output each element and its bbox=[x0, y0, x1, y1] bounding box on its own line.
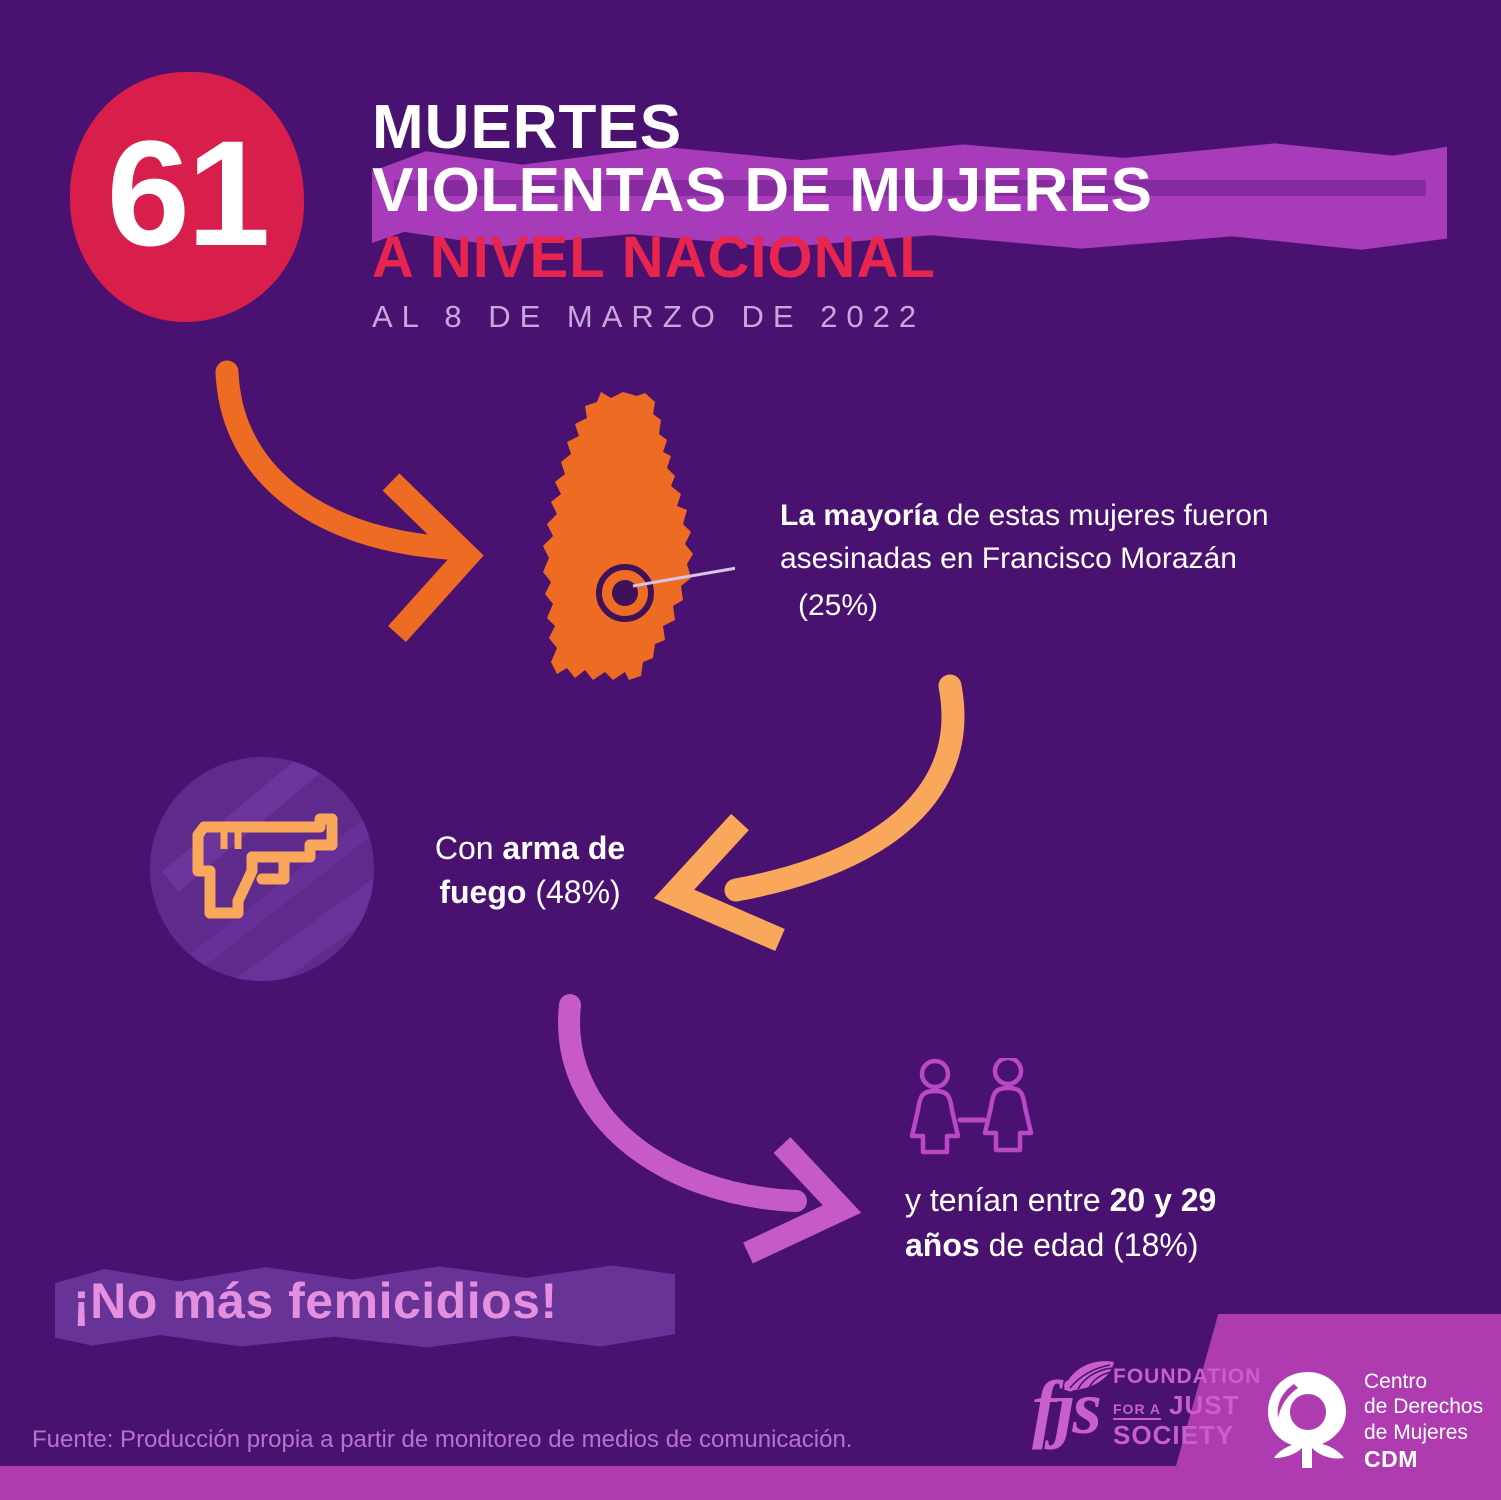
region-stat: La mayoría de estas mujeres fueron asesi… bbox=[780, 495, 1430, 628]
count-value: 61 bbox=[106, 109, 271, 277]
source-note: Fuente: Producción propia a partir de mo… bbox=[32, 1426, 853, 1453]
fjs-leaf-icon bbox=[1064, 1361, 1114, 1391]
cdm-line-2: de Derechos bbox=[1364, 1395, 1484, 1419]
weapon-badge-circle bbox=[150, 757, 374, 981]
title-line-1: MUERTES bbox=[372, 93, 683, 162]
fjs-tagline-line1: FOUNDATION bbox=[1113, 1364, 1262, 1388]
map-shape bbox=[505, 390, 784, 690]
region-stat-percent: (25%) bbox=[780, 586, 900, 628]
weapon-stat-bold: arma de fuego bbox=[439, 830, 626, 911]
age-stat-range: 20 y 29 bbox=[1109, 1182, 1217, 1218]
slogan-text: ¡No más femicidios! bbox=[73, 1273, 558, 1329]
region-stat-highlight: asesinadas en Francisco Morazán bbox=[780, 541, 1237, 575]
slogan-brush-stroke bbox=[55, 1265, 675, 1348]
cdm-line-3: de Mujeres bbox=[1364, 1420, 1468, 1444]
two-women-icon bbox=[909, 1058, 1034, 1155]
slogan-block: ¡No más femicidios! bbox=[55, 1262, 675, 1352]
cdm-abbr: CDM bbox=[1364, 1446, 1418, 1473]
cdm-line-1: Centro bbox=[1364, 1369, 1428, 1393]
handgun-icon bbox=[192, 813, 338, 919]
age-stat-unit: años bbox=[905, 1226, 980, 1263]
age-stat: y tenían entre 20 y 29 años de edad (18%… bbox=[905, 1178, 1325, 1268]
count-badge: 61 bbox=[70, 72, 304, 322]
age-stat-prefix: y tenían entre bbox=[905, 1182, 1110, 1218]
region-stat-lead: La mayoría bbox=[780, 499, 939, 532]
fjs-tagline-line3: SOCIETY bbox=[1113, 1420, 1235, 1451]
arrow-to-map-icon bbox=[215, 360, 484, 643]
weapon-stat: Con arma de fuego (48%) bbox=[400, 826, 660, 914]
weapon-stat-prefix: Con bbox=[434, 830, 503, 866]
fjs-wordmark: fjs bbox=[1032, 1361, 1114, 1446]
weapon-stat-percent: (48%) bbox=[526, 874, 621, 911]
arrow-to-age-icon bbox=[558, 994, 862, 1264]
arrow-to-weapon-icon bbox=[653, 674, 965, 952]
cdm-logo: Centro de Derechos de Mujeres CDM bbox=[1264, 1368, 1483, 1474]
fjs-tagline-line2: FOR A JUST bbox=[1113, 1390, 1261, 1421]
fjs-tagline-just: JUST bbox=[1169, 1389, 1240, 1420]
fjs-logo: fjs FOUNDATION FOR A JUST SOCIETY bbox=[1032, 1356, 1261, 1460]
title-subtitle: A NIVEL NACIONAL bbox=[372, 225, 936, 291]
cdm-mark-icon bbox=[1268, 1372, 1346, 1468]
title-block: MUERTES VIOLENTAS DE MUJERES A NIVEL NAC… bbox=[372, 96, 1452, 335]
title-brush-stroke bbox=[372, 143, 1447, 250]
title-line-2: VIOLENTAS DE MUJERES bbox=[372, 156, 1153, 226]
region-stat-rest: de estas mujeres fueron bbox=[938, 499, 1269, 532]
fjs-tagline: FOUNDATION FOR A JUST SOCIETY bbox=[1113, 1365, 1261, 1451]
region-stat-line1: La mayoría de estas mujeres fueron bbox=[780, 495, 1430, 538]
age-stat-suffix: de edad (18%) bbox=[979, 1226, 1199, 1263]
cdm-name: Centro de Derechos de Mujeres CDM bbox=[1364, 1369, 1483, 1474]
fjs-tagline-fora: FOR A bbox=[1113, 1401, 1162, 1421]
footer-bottom-bar bbox=[0, 1466, 1501, 1500]
title-date: AL 8 DE MARZO DE 2022 bbox=[372, 299, 926, 335]
